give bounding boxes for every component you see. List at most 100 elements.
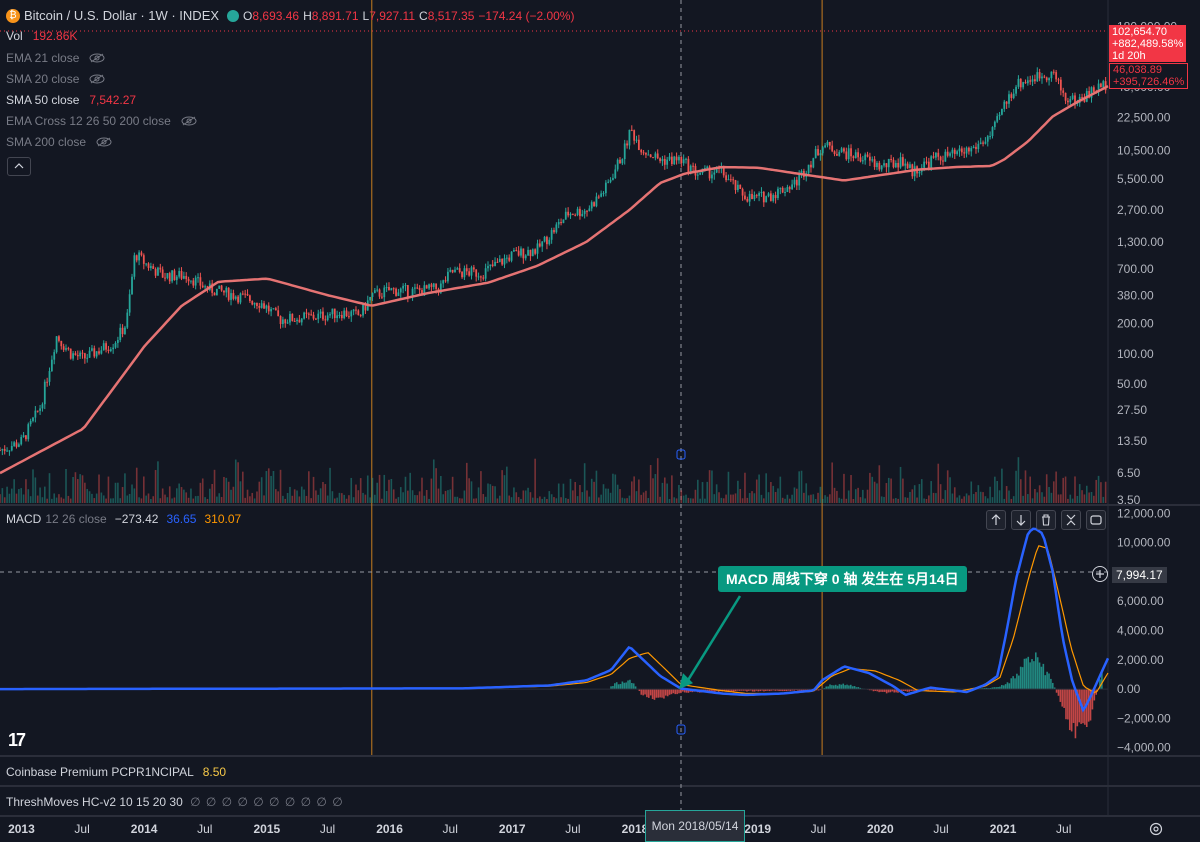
macd-histogram-bar — [1046, 672, 1048, 689]
macd-histogram-bar — [1020, 667, 1022, 689]
hidden-eye-icon[interactable] — [181, 116, 197, 126]
volume-bar — [754, 493, 756, 503]
candle-body — [796, 180, 798, 186]
volume-bar — [789, 499, 791, 503]
candle-body — [204, 286, 206, 287]
volume-bar — [721, 498, 723, 503]
candle-body — [977, 144, 979, 149]
macd-histogram-bar — [835, 685, 837, 689]
volume-bar — [770, 482, 772, 503]
legend-ema21[interactable]: EMA 21 close — [6, 51, 105, 65]
candle-body — [742, 189, 744, 196]
macd-histogram-bar — [650, 689, 652, 695]
macd-histogram-bar — [673, 689, 675, 693]
candle-body — [341, 315, 343, 318]
candle-body — [775, 195, 777, 198]
candle-body — [485, 268, 487, 278]
collapse-legend-button[interactable] — [7, 157, 31, 176]
candle-body — [1025, 82, 1027, 83]
time-axis-tick: Jul — [197, 822, 212, 836]
macd-histogram-bar — [850, 685, 852, 689]
candle-body — [202, 286, 204, 288]
coinbase-premium-legend[interactable]: Coinbase Premium PCPR1NCIPAL 8.50 — [6, 765, 226, 779]
candle-body — [942, 160, 944, 161]
candle-body — [577, 209, 579, 215]
volume-bar — [567, 499, 569, 503]
annotation-callout[interactable]: MACD 周线下穿 0 轴 发生在 5月14日 — [718, 566, 967, 592]
legend-sma200[interactable]: SMA 200 close — [6, 135, 112, 149]
candle-body — [673, 157, 675, 164]
volume-bar — [614, 474, 616, 503]
candle-body — [93, 348, 95, 356]
symbol-title[interactable]: Bitcoin / U.S. Dollar · 1W · INDEX — [24, 8, 219, 23]
volume-bar — [836, 491, 838, 503]
macd-histogram-bar — [616, 682, 618, 689]
volume-bar — [381, 499, 383, 503]
volume-bar — [152, 496, 154, 503]
macd-axis-tick: 4,000.00 — [1117, 624, 1164, 638]
volume-bar — [475, 498, 477, 503]
volume-bar — [141, 498, 143, 503]
macd-legend[interactable]: MACD 12 26 close −273.42 36.65 310.07 — [6, 512, 241, 526]
volume-bar — [900, 467, 902, 503]
volume-bar — [1032, 498, 1034, 503]
candle-body — [185, 276, 187, 279]
volume-bar — [1041, 492, 1043, 503]
macd-histogram-bar — [656, 689, 658, 698]
move-pane-down-button[interactable] — [1011, 510, 1031, 530]
collapse-pane-button[interactable] — [1061, 510, 1081, 530]
volume-bar — [25, 479, 27, 503]
candle-body — [636, 140, 638, 141]
volume-bar — [855, 489, 857, 503]
add-alert-button[interactable] — [1092, 566, 1108, 582]
volume-bar — [643, 492, 645, 503]
volume-bar — [494, 486, 496, 503]
candle-body — [1072, 95, 1074, 99]
legend-vol[interactable]: Vol 192.86K — [6, 29, 77, 43]
chart-settings-button[interactable] — [1148, 821, 1164, 837]
volume-bar — [586, 490, 588, 503]
hidden-eye-icon[interactable] — [89, 74, 105, 84]
volume-bar — [1048, 487, 1050, 503]
volume-bar — [589, 497, 591, 503]
volume-bar — [53, 493, 55, 503]
move-pane-up-button[interactable] — [986, 510, 1006, 530]
volume-bar — [20, 488, 22, 503]
hidden-eye-icon[interactable] — [89, 53, 105, 63]
volume-bar — [103, 495, 105, 503]
legend-ema-cross[interactable]: EMA Cross 12 26 50 200 close — [6, 114, 197, 128]
volume-bar — [117, 483, 119, 503]
volume-bar — [84, 483, 86, 503]
volume-bar — [959, 495, 961, 503]
candle-body — [581, 214, 583, 216]
maximize-pane-button[interactable] — [1086, 510, 1106, 530]
candle-body — [166, 273, 168, 278]
candle-body — [131, 277, 133, 294]
volume-bar — [860, 497, 862, 503]
candle-body — [777, 189, 779, 198]
volume-bar — [39, 488, 41, 503]
legend-sma50[interactable]: SMA 50 close 7,542.27 — [6, 93, 136, 107]
volume-bar — [556, 498, 558, 503]
candle-body — [857, 152, 859, 157]
volume-bar — [1102, 497, 1104, 503]
volume-bar — [897, 499, 899, 503]
volume-bar — [266, 471, 268, 503]
volume-bar — [365, 495, 367, 503]
volume-bar — [629, 496, 631, 503]
volume-bar — [985, 496, 987, 503]
volume-bar — [926, 499, 928, 503]
volume-bar — [711, 471, 713, 503]
threshmoves-legend[interactable]: ThreshMoves HC-v2 10 15 20 30 ∅ ∅ ∅ ∅ ∅ … — [6, 795, 344, 809]
volume-bar — [996, 481, 998, 503]
legend-sma20[interactable]: SMA 20 close — [6, 72, 105, 86]
candle-body — [280, 316, 282, 324]
delete-pane-button[interactable] — [1036, 510, 1056, 530]
volume-bar — [478, 487, 480, 503]
volume-bar — [350, 478, 352, 503]
tradingview-logo[interactable]: 17 — [8, 730, 24, 751]
candle-body — [671, 157, 673, 164]
candle-body — [815, 149, 817, 158]
candle-body — [970, 148, 972, 151]
hidden-eye-icon[interactable] — [96, 137, 112, 147]
